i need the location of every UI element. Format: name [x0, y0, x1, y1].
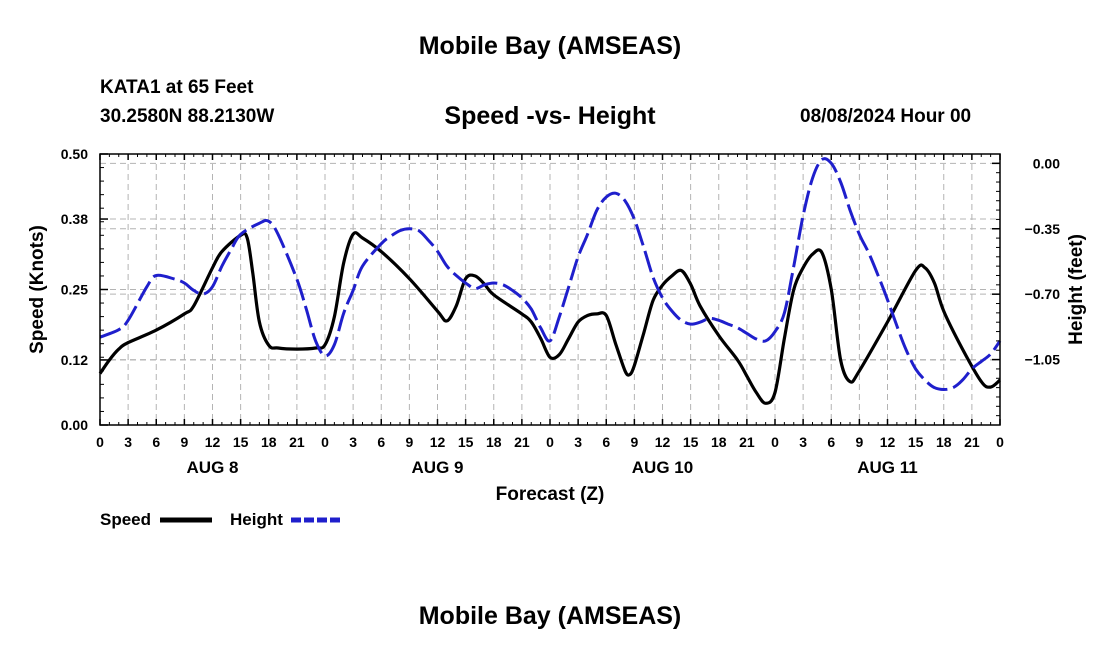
y-axis-label: Speed (Knots): [27, 225, 48, 354]
page-title: Mobile Bay (AMSEAS): [418, 32, 682, 60]
y2-axis-label: Height (feet): [1066, 234, 1087, 345]
day-label: AUG 8: [187, 458, 239, 477]
label-layer: Speed -vs- Height Forecast (Z) Speed (Kn…: [27, 102, 1087, 505]
tick-layer: 0 3 6 9 12 15 18 21 0 3 6 9 12 15 18 21 0 3 6 9 12 15 18 21 0 3 6 9…: [61, 146, 1060, 477]
x-tick-label: 9: [405, 434, 413, 450]
x-tick-label: 3: [799, 434, 807, 450]
x-tick-label: 3: [349, 434, 357, 450]
x-tick-label: 18: [261, 434, 277, 450]
x-tick-label: 9: [855, 434, 863, 450]
height-series-line: [99, 157, 1002, 391]
x-tick-label: 12: [430, 434, 446, 450]
x-tick-label: 15: [233, 434, 249, 450]
x-tick-label: 18: [936, 434, 952, 450]
y2-tick-label: 0.00: [1033, 155, 1060, 171]
page-title-bottom: Mobile Bay (AMSEAS): [418, 602, 682, 630]
timestamp-label: 08/08/2024 Hour 00: [800, 106, 972, 127]
x-tick-label: 21: [289, 434, 305, 450]
legend: Speed Height: [100, 510, 342, 529]
day-label: AUG 11: [857, 458, 917, 477]
legend-height-label: Height: [230, 510, 283, 529]
x-axis-label: Forecast (Z): [496, 484, 605, 505]
legend-speed-label: Speed: [100, 510, 151, 529]
x-tick-label: 0: [996, 434, 1004, 450]
coordinates-label: 30.2580N 88.2130W: [100, 106, 275, 127]
x-tick-label: 0: [546, 434, 554, 450]
x-tick-label: 6: [152, 434, 160, 450]
station-label: KATA1 at 65 Feet: [100, 77, 254, 98]
y2-tick-label: −1.05: [1025, 352, 1061, 368]
x-tick-label: 0: [96, 434, 104, 450]
x-tick-label: 6: [602, 434, 610, 450]
x-tick-label: 21: [739, 434, 755, 450]
x-tick-label: 15: [908, 434, 924, 450]
x-tick-label: 6: [377, 434, 385, 450]
x-tick-label: 0: [321, 434, 329, 450]
x-tick-label: 3: [574, 434, 582, 450]
x-tick-label: 15: [683, 434, 699, 450]
chart-title: Speed -vs- Height: [444, 102, 656, 130]
grid-layer: [100, 154, 1000, 425]
day-label: AUG 9: [412, 458, 464, 477]
x-tick-label: 9: [180, 434, 188, 450]
x-tick-label: 18: [486, 434, 502, 450]
x-tick-label: 18: [711, 434, 727, 450]
y-tick-label: 0.25: [61, 282, 88, 298]
y-tick-label: 0.12: [61, 352, 88, 368]
x-tick-label: 12: [205, 434, 221, 450]
x-tick-label: 12: [655, 434, 671, 450]
x-tick-label: 3: [124, 434, 132, 450]
y2-tick-label: −0.70: [1025, 286, 1061, 302]
y-tick-label: 0.50: [61, 146, 88, 162]
x-tick-label: 21: [964, 434, 980, 450]
x-tick-label: 12: [880, 434, 896, 450]
x-tick-label: 6: [827, 434, 835, 450]
day-label: AUG 10: [632, 458, 693, 477]
x-tick-label: 0: [771, 434, 779, 450]
y2-tick-label: −0.35: [1025, 221, 1061, 237]
speed-series-line: [98, 231, 1002, 405]
x-tick-label: 9: [630, 434, 638, 450]
y-tick-label: 0.00: [61, 417, 88, 433]
series-layer: [98, 157, 1002, 405]
x-tick-label: 15: [458, 434, 474, 450]
y-tick-label: 0.38: [61, 211, 88, 227]
x-tick-label: 21: [514, 434, 530, 450]
